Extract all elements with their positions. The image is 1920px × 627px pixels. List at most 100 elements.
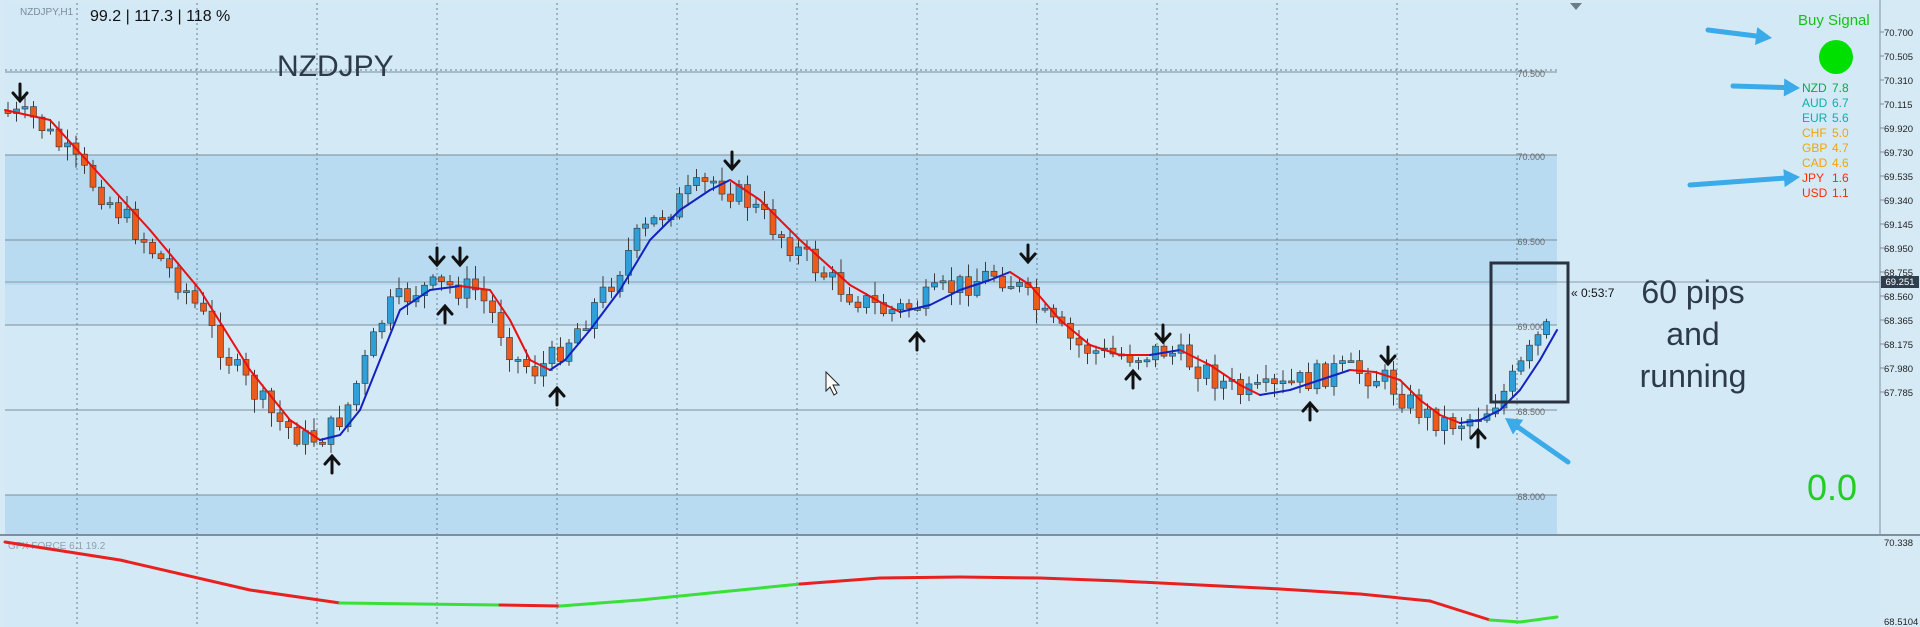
annotation-line1: 60 pips	[1641, 274, 1744, 310]
price-axis-label: 70.505	[1884, 52, 1913, 63]
candle	[608, 286, 615, 292]
ohlc-readout: 99.2 | 117.3 | 118 %	[90, 8, 230, 25]
candle	[140, 239, 148, 243]
price-axis-label: 68.560	[1884, 292, 1913, 303]
candle	[1441, 417, 1448, 431]
candle	[1203, 364, 1210, 379]
candle	[1041, 307, 1049, 311]
candle	[863, 295, 870, 308]
candle	[81, 153, 88, 166]
candle	[1534, 334, 1542, 346]
candle	[650, 217, 658, 225]
candle	[293, 427, 301, 445]
candle	[1449, 417, 1457, 430]
candle	[429, 276, 437, 286]
candle	[659, 217, 666, 221]
candle	[744, 184, 751, 208]
candle	[548, 346, 556, 364]
mouse-cursor-icon	[825, 370, 841, 396]
candle	[905, 303, 913, 309]
arrow-down-icon	[1019, 243, 1037, 265]
candle	[200, 302, 207, 312]
candle	[353, 383, 360, 406]
candle	[174, 267, 182, 293]
candle	[718, 180, 726, 195]
candle	[795, 246, 802, 256]
buy-signal-title: Buy Signal	[1798, 12, 1870, 29]
candle	[1339, 360, 1346, 364]
pointer-arrow-icon	[1705, 27, 1772, 45]
indicator-segments	[3, 540, 1559, 624]
candle	[1194, 366, 1202, 379]
candle	[21, 106, 29, 110]
arrow-up-icon	[436, 303, 454, 325]
candle	[38, 116, 46, 131]
candle	[939, 280, 947, 284]
candle	[897, 303, 904, 310]
candle	[115, 202, 122, 219]
candle	[1432, 408, 1440, 431]
candle	[1092, 350, 1100, 354]
candle	[591, 302, 598, 329]
candle	[404, 288, 411, 303]
candle	[344, 404, 352, 428]
candle	[1407, 394, 1414, 409]
candle	[642, 223, 649, 229]
candle	[438, 276, 445, 282]
indicator-axis-top: 70.338	[1884, 538, 1913, 549]
candle	[599, 286, 607, 303]
candle	[999, 275, 1006, 289]
candle	[846, 294, 853, 303]
currency-value: 4.7	[1832, 141, 1849, 155]
currency-value: 7.8	[1832, 81, 1849, 95]
indicator-label: GFX FORCE 6.1 19.2	[8, 541, 106, 552]
candle	[1543, 321, 1550, 335]
price-axis-label: 70.310	[1884, 76, 1913, 87]
price-axis-label: 70.115	[1884, 100, 1912, 111]
candle	[285, 421, 292, 428]
candle	[1424, 408, 1431, 418]
candle	[166, 258, 173, 269]
breakout-highlight-box	[1489, 261, 1570, 404]
candle	[693, 177, 700, 186]
annotation-line3: running	[1640, 358, 1747, 394]
candle	[1279, 380, 1287, 384]
candle	[1373, 380, 1380, 387]
candle	[361, 355, 369, 384]
currency-code: CAD	[1802, 156, 1828, 170]
candle	[540, 363, 547, 377]
price-axis[interactable]	[1880, 0, 1920, 627]
candle	[1500, 390, 1508, 409]
bar-countdown: « 0:53:7	[1571, 286, 1615, 300]
candle	[489, 300, 496, 313]
current-price-tag	[1881, 276, 1919, 288]
candle	[183, 290, 190, 293]
candle	[1169, 352, 1176, 357]
candle	[47, 128, 54, 132]
candle	[1075, 337, 1083, 346]
indicator-pane[interactable]	[5, 537, 1880, 627]
currency-code: JPY	[1802, 171, 1824, 185]
arrow-down-icon	[451, 246, 469, 268]
candle	[319, 441, 326, 445]
candle	[259, 390, 267, 400]
symbol-timeframe: NZDJPY,H1	[20, 7, 74, 18]
candle	[1288, 380, 1295, 384]
candle	[378, 322, 386, 333]
price-axis-label: 69.340	[1884, 196, 1913, 207]
currency-code: GBP	[1802, 141, 1827, 155]
price-axis-label: 69.730	[1884, 148, 1913, 159]
candle	[1160, 345, 1168, 357]
candle	[208, 310, 216, 326]
candle	[557, 346, 564, 362]
chart-shift-marker[interactable]	[1570, 3, 1582, 10]
candle	[710, 180, 717, 184]
arrow-down-icon	[723, 150, 741, 172]
pointer-arrow-icon	[1687, 169, 1800, 188]
candle	[990, 270, 998, 277]
candle	[701, 177, 709, 182]
currency-value: 5.0	[1832, 126, 1849, 140]
currency-value: 5.6	[1832, 111, 1849, 125]
candle	[1347, 360, 1355, 363]
